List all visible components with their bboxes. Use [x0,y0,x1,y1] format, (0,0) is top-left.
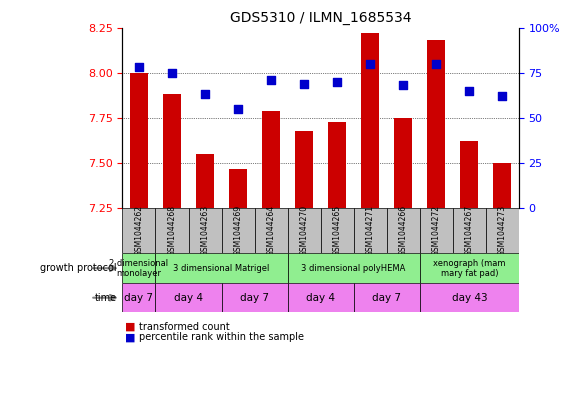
Bar [387,208,420,253]
Text: GSM1044267: GSM1044267 [465,205,474,257]
Bar [486,208,519,253]
Bar [188,208,222,253]
Text: GSM1044263: GSM1044263 [201,205,209,257]
Bar [262,111,280,208]
Text: time: time [94,293,117,303]
Bar [420,253,519,283]
Point [201,91,210,97]
Bar [394,118,412,208]
Point [300,81,309,87]
Point [399,82,408,88]
Bar [222,208,255,253]
Bar [130,73,148,208]
Bar [196,154,214,208]
Bar [295,130,313,208]
Text: GSM1044270: GSM1044270 [300,205,308,257]
Bar [156,208,188,253]
Bar [229,169,247,208]
Bar [255,208,287,253]
Bar [287,283,354,312]
Text: transformed count: transformed count [139,322,230,332]
Bar [354,283,420,312]
Bar [156,283,222,312]
Bar [420,283,519,312]
Text: GSM1044268: GSM1044268 [167,206,177,256]
Text: day 7: day 7 [124,293,153,303]
Text: GSM1044262: GSM1044262 [135,206,143,256]
Bar [460,141,479,208]
Bar [122,253,156,283]
Bar [222,283,287,312]
Text: day 7: day 7 [372,293,401,303]
Bar [163,94,181,208]
Bar [321,208,354,253]
Text: GSM1044265: GSM1044265 [333,205,342,257]
Text: day 7: day 7 [240,293,269,303]
Text: GSM1044271: GSM1044271 [366,206,375,256]
Point [266,77,276,83]
Point [366,61,375,67]
Text: GSM1044266: GSM1044266 [399,205,408,257]
Point [233,106,243,112]
Bar [427,40,445,208]
Text: day 4: day 4 [306,293,335,303]
Bar [328,121,346,208]
Bar [493,163,511,208]
Text: 3 dimensional polyHEMA: 3 dimensional polyHEMA [301,264,406,273]
Text: day 43: day 43 [451,293,487,303]
Text: GSM1044272: GSM1044272 [432,206,441,256]
Text: growth protocol: growth protocol [40,263,117,273]
Text: GSM1044269: GSM1044269 [234,205,243,257]
Text: day 4: day 4 [174,293,203,303]
Title: GDS5310 / ILMN_1685534: GDS5310 / ILMN_1685534 [230,11,412,25]
Bar [122,283,156,312]
Text: xenograph (mam
mary fat pad): xenograph (mam mary fat pad) [433,259,505,278]
Point [431,61,441,67]
Bar [287,253,420,283]
Text: ■: ■ [125,322,136,332]
Text: 3 dimensional Matrigel: 3 dimensional Matrigel [173,264,270,273]
Point [465,88,474,94]
Bar [361,33,380,208]
Text: ■: ■ [125,332,136,342]
Point [167,70,177,76]
Bar [122,208,156,253]
Bar [453,208,486,253]
Point [498,93,507,99]
Bar [156,253,287,283]
Text: 2 dimensional
monolayer: 2 dimensional monolayer [110,259,168,278]
Text: percentile rank within the sample: percentile rank within the sample [139,332,304,342]
Text: GSM1044273: GSM1044273 [498,205,507,257]
Text: GSM1044264: GSM1044264 [266,205,276,257]
Bar [287,208,321,253]
Point [134,64,143,70]
Bar [420,208,453,253]
Point [332,79,342,85]
Bar [354,208,387,253]
